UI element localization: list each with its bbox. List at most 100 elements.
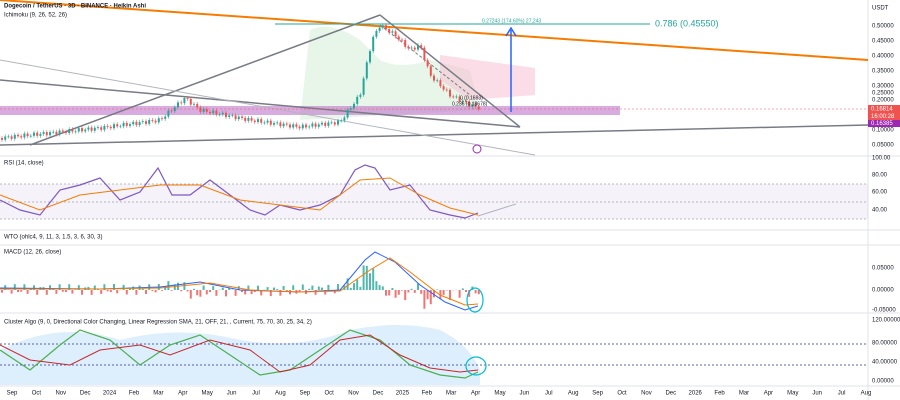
candle-body [301, 124, 304, 129]
macd-bar [202, 285, 205, 290]
candle-body [257, 119, 259, 122]
candle-body [138, 122, 141, 126]
candle-body [125, 122, 128, 126]
candle-body [337, 120, 339, 125]
candle-body [449, 89, 451, 97]
price-tick-label: 0.10000 [872, 128, 894, 134]
macd-bar [317, 286, 320, 290]
macd-bar [225, 290, 227, 297]
candle-body [7, 136, 10, 138]
candle-body [29, 135, 32, 137]
macd-bar [170, 290, 173, 291]
candle-body [161, 118, 163, 120]
macd-bar [436, 289, 439, 290]
macd-bar [241, 290, 243, 293]
candle-body [151, 120, 154, 121]
candle-body [439, 80, 442, 87]
candle-body [119, 126, 122, 128]
candle-body [292, 124, 295, 128]
candle-body [241, 116, 243, 118]
macd-bar [113, 284, 115, 290]
trendline [29, 14, 381, 146]
cluster-line [0, 329, 479, 379]
candle-body [237, 116, 240, 120]
macd-bar [109, 290, 112, 293]
macd-bar [164, 286, 167, 290]
macd-bar [52, 289, 55, 290]
macd-bar [17, 290, 19, 293]
macd-bar [458, 290, 461, 298]
candle-body [327, 122, 330, 126]
macd-bar [205, 290, 208, 295]
rsi-tick-label: 60.00 [872, 190, 888, 196]
candle-body [244, 117, 247, 121]
macd-bar [372, 268, 375, 290]
candle-body [45, 132, 48, 136]
candle-body [33, 132, 35, 136]
candle-body [177, 102, 179, 108]
cluster-tick-label: 80.00000 [872, 341, 898, 347]
macd-bar [407, 290, 410, 293]
macd-tick-label: -0.05000 [872, 308, 896, 314]
macd-bar [55, 290, 58, 294]
indicator-label: RSI (14, close) [4, 161, 44, 167]
macd-bar [65, 290, 67, 292]
cluster-area [0, 325, 480, 385]
macd-bar [378, 285, 381, 290]
macd-bar [346, 278, 349, 290]
macd-bar [417, 283, 419, 290]
candle-body [71, 129, 74, 132]
macd-bar [298, 290, 301, 293]
candle-body [17, 134, 19, 137]
candle-body [356, 96, 359, 104]
rsi-ma [0, 177, 479, 216]
time-tick-label: Apr [764, 391, 773, 397]
macd-bar [212, 286, 215, 290]
candle-body [196, 103, 199, 108]
macd-bar [375, 281, 378, 290]
candle-body [39, 133, 42, 136]
candle-body [388, 29, 391, 33]
macd-bar [359, 286, 362, 290]
price-tick-label: 0.40000 [872, 54, 894, 60]
macd-bar [394, 290, 397, 298]
macd-bar [401, 290, 403, 291]
macd-bar [410, 288, 413, 290]
macd-bar [141, 288, 144, 290]
last-price: 0.16814 [871, 107, 893, 113]
macd-bar [385, 290, 387, 296]
candle-body [436, 80, 439, 82]
measure-label: 0.27243 (174.60%) 27,243 [482, 18, 541, 24]
trendline [0, 124, 869, 146]
fib-label: 0.236 (0.18678) [452, 101, 488, 107]
signal-icon [472, 144, 482, 154]
macd-bar [349, 287, 352, 290]
macd-bar [423, 290, 426, 309]
candle-body [231, 115, 234, 117]
price-tick-label: 0.35000 [872, 69, 894, 75]
candle-body [103, 125, 106, 130]
macd-bar [154, 290, 157, 293]
macd-bar [324, 290, 327, 295]
candle-body [77, 128, 80, 132]
macd-bar [266, 287, 269, 290]
candle-body [74, 131, 77, 133]
macd-bar [429, 290, 432, 305]
macd-bar [26, 290, 29, 294]
candle-body [417, 45, 419, 50]
macd-bar [391, 287, 394, 290]
candle-body [205, 108, 208, 112]
candle-body [372, 36, 375, 52]
candle-body [52, 131, 55, 133]
macd-bar [337, 284, 339, 290]
candle-body [250, 117, 253, 121]
macd-bar [333, 290, 336, 294]
macd-bar [125, 290, 128, 295]
macd-tick-label: 0.05000 [872, 266, 894, 272]
time-tick-label: Jul [545, 391, 553, 397]
candle-body [333, 122, 336, 125]
candle-body [295, 124, 298, 127]
candle-body [394, 31, 397, 37]
candle-body [36, 132, 39, 136]
